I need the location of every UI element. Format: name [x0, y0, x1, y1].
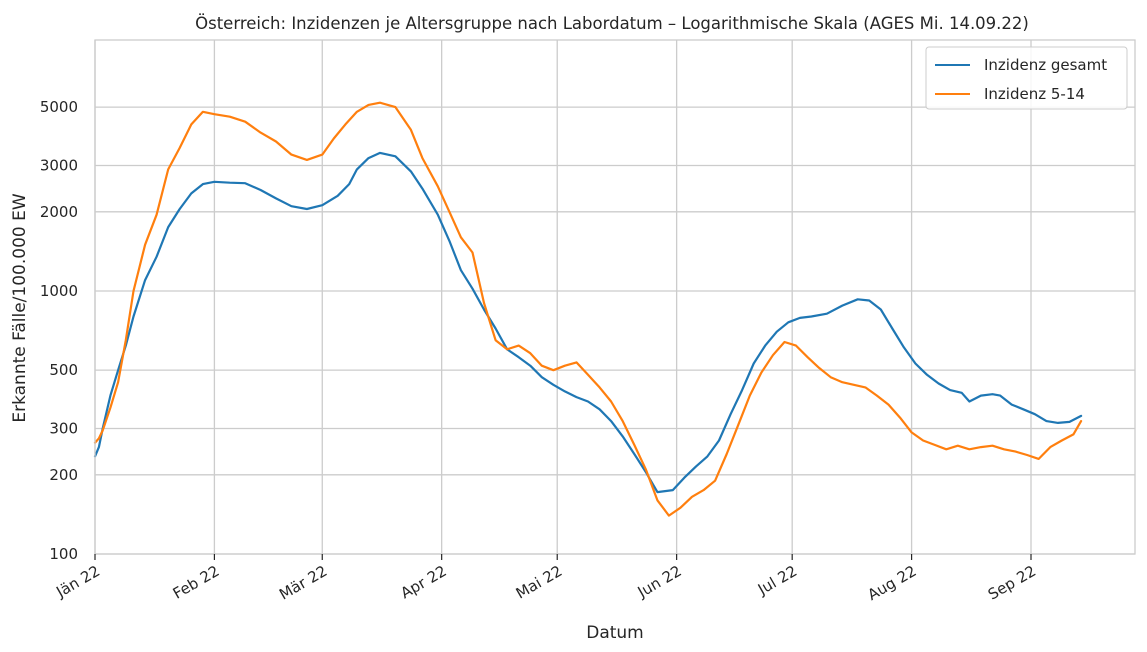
- y-axis: 100 200 300 500 1000 2000 3000 5000: [40, 98, 78, 563]
- legend: Inzidenz gesamt Inzidenz 5-14: [925, 46, 1128, 110]
- y-tick-label: 3000: [40, 156, 78, 174]
- x-tick-label: Mär 22: [276, 562, 330, 604]
- x-tick-label: Jun 22: [634, 562, 685, 602]
- x-tick-label: Apr 22: [398, 562, 450, 602]
- y-tick-label: 2000: [40, 203, 78, 221]
- series-line-5-14: [93, 101, 1083, 517]
- y-tick-label: 100: [49, 545, 78, 563]
- x-axis-title: Datum: [586, 623, 644, 643]
- x-tick-label: Sep 22: [985, 562, 1039, 604]
- y-tick-label: 1000: [40, 282, 78, 300]
- y-axis-title: Erkannte Fälle/100.000 EW: [10, 193, 30, 422]
- y-tick-label: 300: [49, 420, 78, 438]
- y-tick-label: 500: [49, 361, 78, 379]
- legend-label-gesamt: Inzidenz gesamt: [984, 56, 1107, 74]
- grid: [94, 40, 1135, 555]
- legend-frame: [925, 46, 1128, 110]
- series-line-gesamt: [93, 151, 1083, 494]
- x-tick-label: Aug 22: [865, 562, 920, 604]
- legend-label-5-14: Inzidenz 5-14: [984, 85, 1085, 103]
- plot-frame: [94, 39, 1136, 555]
- chart-title: Österreich: Inzidenzen je Altersgruppe n…: [195, 14, 1029, 33]
- x-axis: Jän 22 Feb 22 Mär 22 Apr 22 Mai 22 Jun 22 Jul …: [52, 554, 1039, 604]
- x-tick-label: Jän 22: [52, 562, 103, 602]
- series-layer: [93, 101, 1083, 517]
- x-tick-label: Jul 22: [754, 562, 800, 599]
- x-tick-label: Feb 22: [170, 562, 223, 603]
- y-tick-label: 200: [49, 466, 78, 484]
- y-tick-label: 5000: [40, 98, 78, 116]
- x-tick-label: Mai 22: [513, 562, 565, 603]
